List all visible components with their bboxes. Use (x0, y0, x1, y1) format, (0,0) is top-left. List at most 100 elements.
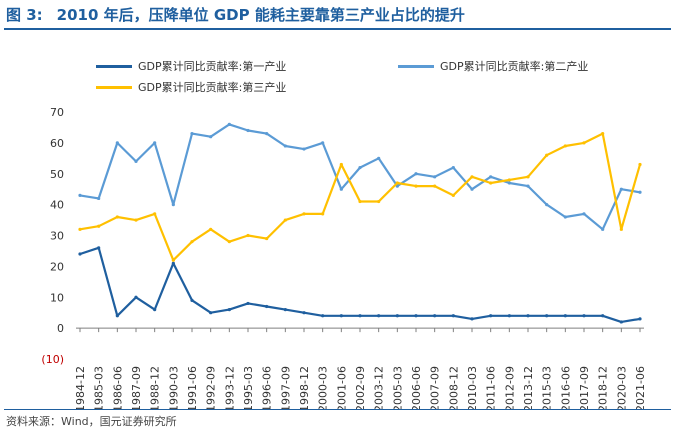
y-tick-label: 10 (50, 291, 64, 304)
legend-item-primary: GDP累计同比贡献率:第一产业 (96, 58, 286, 74)
data-point-series-2 (619, 187, 623, 191)
data-point-series-3 (78, 227, 82, 231)
x-tick-label: 2012-09 (503, 366, 516, 410)
figure-number: 图 3: (6, 6, 43, 24)
x-tick-label: 2005-03 (391, 366, 404, 410)
data-point-series-2 (227, 122, 231, 126)
data-point-series-1 (395, 314, 399, 318)
data-point-series-1 (377, 314, 381, 318)
data-point-series-2 (377, 156, 381, 160)
data-point-series-1 (451, 314, 455, 318)
y-tick-label: 20 (50, 260, 64, 273)
x-tick-label: 2001-06 (335, 366, 348, 410)
data-point-series-3 (227, 240, 231, 244)
x-tick-label: 2010-03 (466, 366, 479, 410)
data-point-series-1 (507, 314, 511, 318)
data-point-series-3 (582, 141, 586, 145)
y-tick-label: 70 (50, 106, 64, 119)
x-tick-label: 1984-12 (74, 366, 87, 410)
data-point-series-2 (209, 135, 213, 139)
x-tick-label: 2020-03 (615, 366, 628, 410)
data-point-series-2 (321, 141, 325, 145)
data-point-series-1 (283, 308, 287, 312)
data-point-series-2 (433, 175, 437, 179)
data-point-series-1 (134, 295, 138, 299)
data-point-series-1 (190, 298, 194, 302)
data-point-series-2 (134, 159, 138, 163)
data-point-series-3 (265, 236, 269, 241)
source-note: 资料来源：Wind，国元证券研究所 (6, 415, 177, 428)
legend-label-tertiary: GDP累计同比贡献率:第三产业 (138, 81, 287, 94)
x-tick-label: 2007-09 (429, 366, 442, 410)
x-tick-label: 1992-09 (205, 366, 218, 410)
data-point-series-2 (470, 187, 474, 191)
data-point-series-2 (451, 165, 455, 170)
data-point-series-3 (171, 258, 175, 262)
data-point-series-3 (283, 218, 287, 222)
x-tick-label: 2021-06 (634, 366, 647, 410)
y-tick-label: 60 (50, 137, 64, 150)
data-point-series-3 (134, 218, 138, 222)
data-point-series-3 (395, 181, 399, 185)
series-line-1 (79, 246, 641, 323)
data-point-series-3 (115, 215, 119, 219)
data-point-series-3 (190, 240, 194, 244)
data-point-series-2 (283, 144, 287, 148)
legend-item-tertiary: GDP累计同比贡献率:第三产业 (96, 79, 286, 95)
data-point-series-3 (153, 212, 157, 216)
data-point-series-1 (470, 317, 474, 321)
data-point-series-3 (451, 193, 455, 197)
data-point-series-2 (115, 141, 119, 145)
x-tick-label: 2013-12 (522, 366, 535, 410)
data-point-series-1 (638, 317, 642, 321)
data-point-series-3 (545, 153, 549, 157)
data-point-series-3 (97, 224, 101, 228)
x-tick-label: 2008-12 (447, 366, 460, 410)
data-point-series-1 (545, 314, 549, 318)
legend-label-primary: GDP累计同比贡献率:第一产业 (138, 60, 287, 73)
x-tick-label: 1986-06 (111, 366, 124, 410)
figure-title-text: 2010 年后，压降单位 GDP 能耗主要靠第三产业占比的提升 (56, 6, 465, 24)
data-point-series-2 (153, 141, 157, 145)
data-point-series-1 (115, 314, 119, 318)
legend-label-secondary: GDP累计同比贡献率:第二产业 (440, 60, 589, 73)
data-point-series-2 (526, 184, 530, 188)
x-tick-label: 2002-09 (354, 366, 367, 410)
x-tick-label: 1998-12 (298, 366, 311, 410)
x-tick-label: 1991-06 (186, 366, 199, 410)
title-rule (4, 28, 671, 30)
x-tick-label: 2011-06 (485, 366, 498, 410)
data-point-series-3 (377, 199, 381, 204)
x-tick-label: 1997-09 (279, 366, 292, 410)
data-point-series-1 (339, 314, 343, 318)
data-point-series-1 (209, 311, 213, 315)
data-point-series-3 (489, 181, 493, 185)
legend-swatch-primary (96, 64, 132, 68)
data-point-series-2 (97, 196, 101, 201)
data-point-series-3 (321, 212, 325, 216)
x-tick-label: 1996-06 (261, 366, 274, 410)
y-tick-label: (10) (41, 353, 64, 366)
x-tick-label: 2015-03 (541, 366, 554, 410)
data-point-series-1 (526, 314, 530, 318)
data-point-series-2 (545, 203, 549, 207)
data-point-series-1 (414, 314, 418, 318)
data-point-series-2 (171, 203, 175, 207)
data-point-series-3 (414, 184, 418, 188)
data-point-series-1 (358, 314, 362, 318)
footer-rule (4, 409, 671, 410)
x-tick-label: 1985-03 (93, 366, 106, 410)
data-point-series-2 (414, 172, 418, 176)
data-point-series-3 (563, 144, 567, 148)
y-tick-label: 0 (57, 322, 64, 335)
data-point-series-1 (563, 314, 567, 318)
data-point-series-1 (433, 314, 437, 318)
data-point-series-3 (339, 162, 343, 167)
x-tick-label: 2016-06 (559, 366, 572, 410)
data-point-series-3 (302, 212, 306, 216)
data-point-series-1 (582, 314, 586, 318)
data-point-series-3 (601, 132, 605, 136)
x-tick-label: 2018-12 (597, 366, 610, 410)
data-point-series-3 (526, 175, 530, 179)
series-line-2 (79, 123, 641, 231)
